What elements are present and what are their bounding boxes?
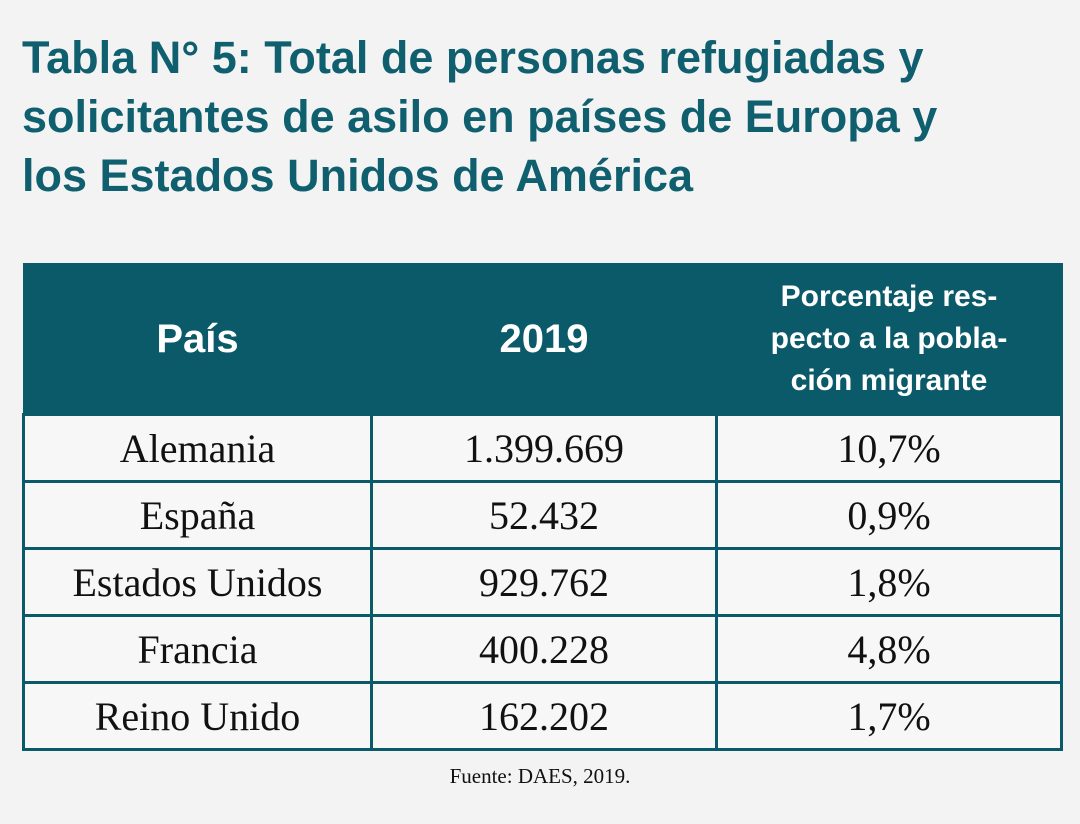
title-line: Tabla N° 5: Total de personas refugiadas… [22, 28, 1062, 87]
source-note: Fuente: DAES, 2019. [0, 764, 1080, 789]
table-row: Estados Unidos 929.762 1,8% [24, 549, 1062, 616]
header-percent: Porcentaje res- pecto a la pobla- ción m… [717, 264, 1062, 415]
header-percent-line: ción migrante [718, 360, 1061, 402]
refugees-table: País 2019 Porcentaje res- pecto a la pob… [22, 263, 1063, 751]
cell-country: España [24, 482, 372, 549]
cell-country: Alemania [24, 415, 372, 482]
header-row: País 2019 Porcentaje res- pecto a la pob… [24, 264, 1062, 415]
cell-value: 400.228 [372, 616, 717, 683]
cell-country: Francia [24, 616, 372, 683]
cell-value: 162.202 [372, 683, 717, 750]
title-line: los Estados Unidos de América [22, 146, 1062, 205]
title-line: solicitantes de asilo en países de Europ… [22, 87, 1062, 146]
cell-percent: 10,7% [717, 415, 1062, 482]
header-country: País [24, 264, 372, 415]
cell-percent: 4,8% [717, 616, 1062, 683]
table-row: Alemania 1.399.669 10,7% [24, 415, 1062, 482]
header-percent-line: pecto a la pobla- [718, 318, 1061, 360]
header-year: 2019 [372, 264, 717, 415]
table-row: España 52.432 0,9% [24, 482, 1062, 549]
table-row: Francia 400.228 4,8% [24, 616, 1062, 683]
cell-value: 52.432 [372, 482, 717, 549]
cell-value: 1.399.669 [372, 415, 717, 482]
cell-country: Reino Unido [24, 683, 372, 750]
cell-country: Estados Unidos [24, 549, 372, 616]
cell-percent: 0,9% [717, 482, 1062, 549]
cell-percent: 1,8% [717, 549, 1062, 616]
cell-percent: 1,7% [717, 683, 1062, 750]
table-row: Reino Unido 162.202 1,7% [24, 683, 1062, 750]
table-header: País 2019 Porcentaje res- pecto a la pob… [24, 264, 1062, 415]
table-body: Alemania 1.399.669 10,7% España 52.432 0… [24, 415, 1062, 750]
cell-value: 929.762 [372, 549, 717, 616]
table-title: Tabla N° 5: Total de personas refugiadas… [22, 28, 1062, 205]
header-percent-line: Porcentaje res- [718, 276, 1061, 318]
